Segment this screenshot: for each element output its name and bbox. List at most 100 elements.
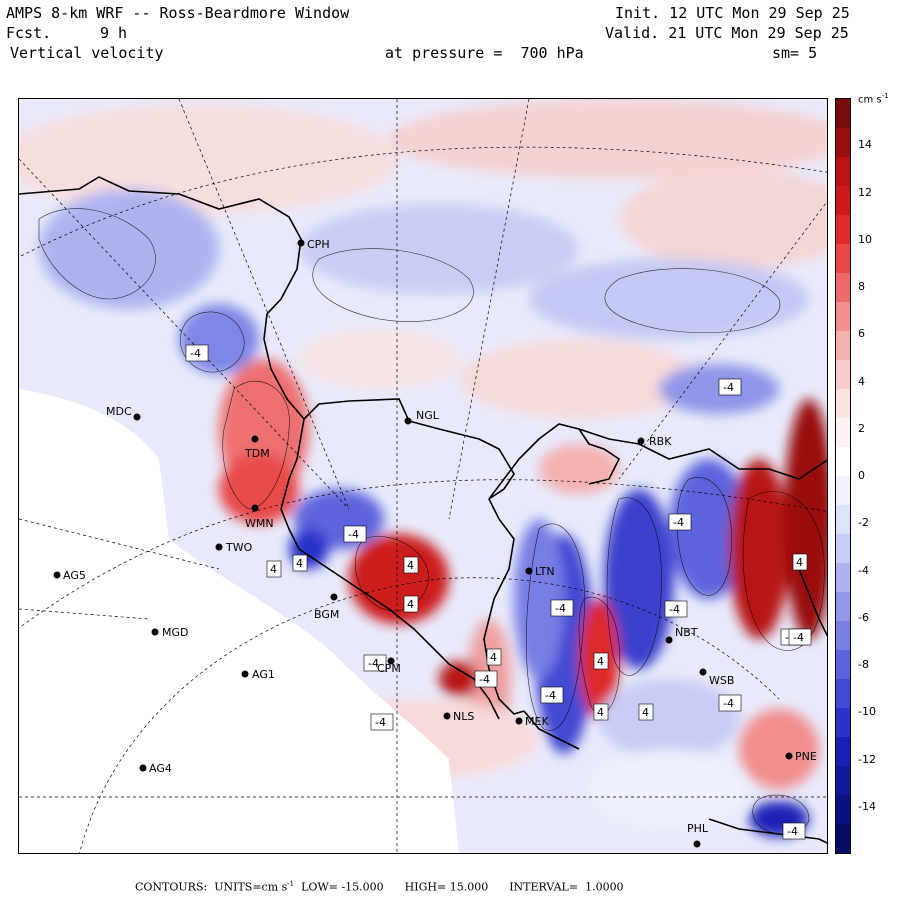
station-marker[interactable]: TDM: [244, 435, 270, 461]
pressure-level: at pressure = 700 hPa: [385, 44, 584, 62]
colorbar-swatch: [836, 360, 850, 390]
svg-text:-4: -4: [555, 602, 566, 615]
colorbar-swatch: [836, 766, 850, 796]
colorbar-tick-label: 8: [858, 280, 865, 293]
svg-text:-4: -4: [368, 657, 379, 670]
colorbar-swatch: [836, 650, 850, 680]
station-marker[interactable]: AG1: [241, 668, 275, 681]
colorbar-swatch: [836, 273, 850, 303]
station-marker[interactable]: TWO: [215, 541, 253, 554]
contour-label: -4: [668, 513, 692, 531]
forecast-hour: 9 h: [100, 24, 128, 42]
svg-text:CPM: CPM: [377, 662, 401, 675]
map-panel[interactable]: -4 -4 4 4 -4 4 -4 4 4 4 -4 -4 -4 -4 -4 -…: [18, 98, 828, 854]
svg-text:AG5: AG5: [63, 569, 86, 582]
colorbar-swatch: [836, 447, 850, 477]
svg-text:RBK: RBK: [649, 435, 672, 448]
svg-text:4: 4: [597, 655, 604, 668]
svg-text:4: 4: [407, 598, 414, 611]
colorbar-tick-label: -12: [858, 752, 876, 766]
contour-label: -4: [718, 378, 742, 396]
colorbar-swatch: [836, 505, 850, 535]
svg-text:4: 4: [270, 563, 277, 576]
contour-label: -4: [474, 670, 498, 688]
svg-text:NBT: NBT: [675, 626, 698, 639]
svg-text:TDM: TDM: [244, 447, 270, 460]
contour-label: 4: [486, 648, 502, 666]
colorbar-swatch: [836, 476, 850, 506]
svg-text:LTN: LTN: [535, 565, 555, 578]
station-marker[interactable]: AG4: [139, 762, 172, 775]
valid-time: Valid. 21 UTC Mon 29 Sep 25: [605, 24, 849, 42]
colorbar-swatch: [836, 737, 850, 767]
station-marker[interactable]: MDC: [106, 405, 141, 421]
station-marker[interactable]: WSB: [699, 668, 735, 688]
svg-text:NGL: NGL: [416, 409, 440, 422]
colorbar-swatch: [836, 389, 850, 419]
svg-text:4: 4: [597, 706, 604, 719]
station-marker[interactable]: PNE: [785, 750, 817, 763]
colorbar-swatch: [836, 186, 850, 216]
svg-text:MEK: MEK: [525, 715, 549, 728]
svg-text:-4: -4: [669, 603, 680, 616]
contour-label: -4: [185, 344, 209, 362]
svg-text:4: 4: [407, 559, 414, 572]
graticule: [19, 99, 827, 853]
colorbar-tick-label: 14: [858, 138, 872, 152]
station-marker[interactable]: AG5: [53, 569, 86, 582]
contour-label: 4: [638, 703, 654, 721]
colorbar-swatch: [836, 331, 850, 361]
colorbar: [835, 98, 851, 854]
colorbar-swatch: [836, 621, 850, 651]
station-marker[interactable]: LTN: [525, 565, 555, 578]
svg-text:-4: -4: [545, 689, 556, 702]
svg-text:BGM: BGM: [314, 608, 339, 621]
svg-text:AG4: AG4: [149, 762, 172, 775]
colorbar-swatch: [836, 128, 850, 158]
colorbar-tick-label: 12: [858, 185, 872, 199]
svg-text:WMN: WMN: [245, 517, 274, 530]
colorbar-tick-label: -2: [858, 516, 869, 530]
contour-label: -4: [782, 822, 806, 840]
station-marker[interactable]: MGD: [151, 626, 189, 639]
colorbar-tick-label: 2: [858, 421, 865, 435]
contour-label: -4: [664, 600, 688, 618]
colorbar-swatch: [836, 157, 850, 187]
variable-name: Vertical velocity: [10, 44, 164, 62]
contour-label: 4: [593, 652, 609, 670]
svg-text:PNE: PNE: [795, 750, 817, 763]
station-marker[interactable]: NBT: [665, 626, 698, 644]
contour-label: -4: [788, 628, 812, 646]
contour-label: -4: [718, 694, 742, 712]
colorbar-tick-label: 6: [858, 327, 865, 341]
colorbar-swatch: [836, 592, 850, 622]
station-marker[interactable]: MEK: [515, 715, 550, 728]
contour-label: 4: [792, 553, 808, 571]
colorbar-swatch: [836, 795, 850, 825]
contour-label: -4: [550, 599, 574, 617]
contour-label: 4: [266, 560, 282, 578]
station-marker[interactable]: PHL: [687, 822, 709, 848]
colorbar-swatch: [836, 215, 850, 245]
svg-text:4: 4: [796, 556, 803, 569]
svg-text:-4: -4: [375, 716, 386, 729]
station-marker[interactable]: CPM: [377, 657, 401, 676]
station-marker[interactable]: NLS: [443, 710, 475, 723]
map-title: AMPS 8-km WRF -- Ross-Beardmore Window: [6, 4, 350, 22]
contour-info: CONTOURS: UNITS=cm s-1 LOW= -15.000 HIGH…: [135, 880, 624, 894]
colorbar-swatch: [836, 563, 850, 593]
colorbar-swatch: [836, 418, 850, 448]
contour-label: -4: [540, 686, 564, 704]
station-marker[interactable]: BGM: [314, 593, 339, 622]
svg-text:-4: -4: [723, 697, 734, 710]
colorbar-swatch: [836, 244, 850, 274]
contour-label: 4: [292, 554, 308, 572]
station-marker[interactable]: RBK: [637, 435, 673, 448]
contour-label-group: -4 -4 4 4 -4 4 -4 4 4 4 -4 -4 -4 -4 -4 -…: [185, 344, 812, 840]
svg-text:-4: -4: [348, 528, 359, 541]
station-marker[interactable]: NGL: [404, 409, 440, 425]
svg-text:CPH: CPH: [307, 238, 330, 251]
station-marker[interactable]: CPH: [297, 238, 330, 251]
contour-label: -4: [363, 654, 387, 672]
station-marker[interactable]: WMN: [245, 504, 274, 531]
